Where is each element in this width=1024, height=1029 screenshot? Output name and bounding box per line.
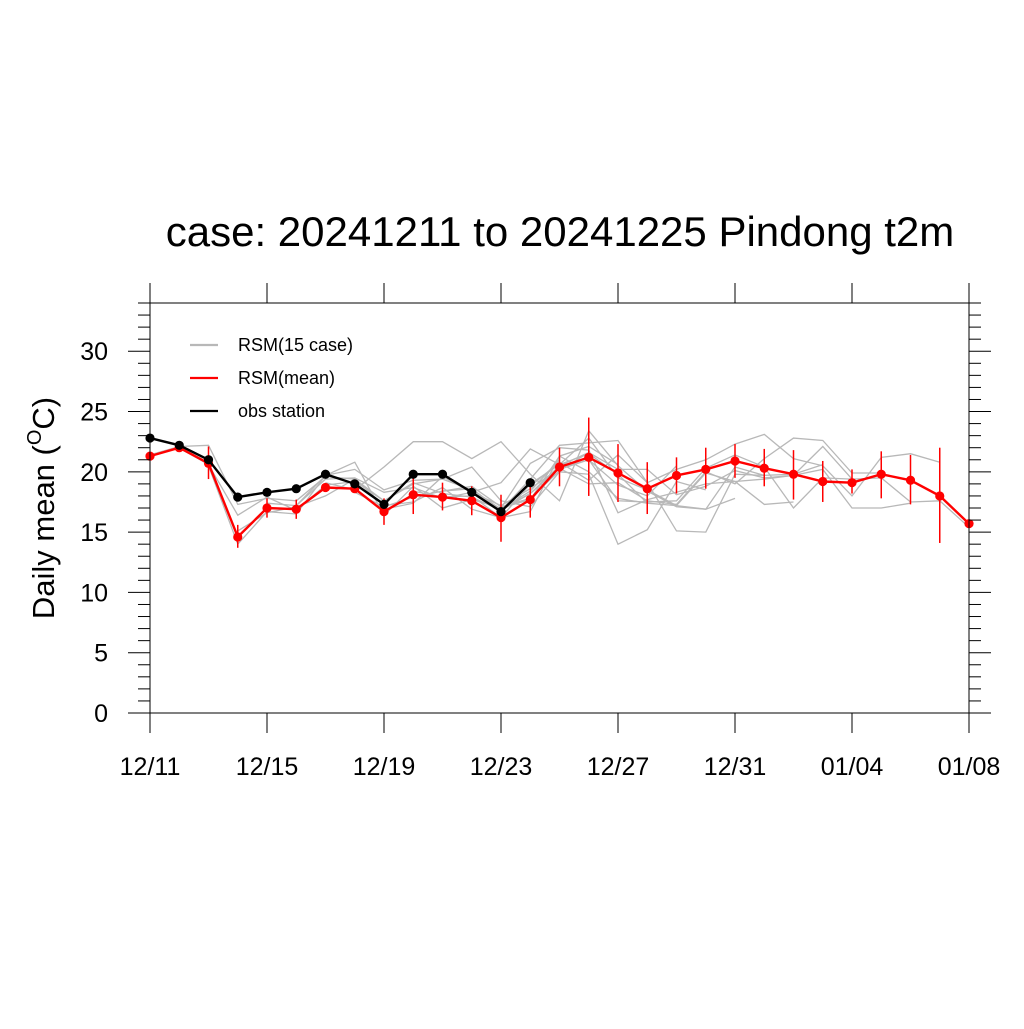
y-tick-label: 5 (94, 640, 108, 668)
ensemble-line (149, 444, 560, 510)
ensemble-line (471, 437, 882, 507)
mean-point (291, 504, 301, 514)
legend: RSM(15 case) RSM(mean) obs station (190, 335, 353, 421)
mean-point (584, 452, 594, 462)
mean-point (788, 469, 799, 479)
mean-point (671, 470, 682, 481)
y-tick-label: 15 (80, 519, 108, 547)
mean-point (876, 469, 886, 479)
mean-point (642, 484, 652, 494)
obs-point (379, 499, 389, 509)
mean-point (525, 494, 535, 505)
mean-point (847, 478, 857, 488)
obs-point (174, 440, 184, 450)
obs-point (291, 484, 301, 494)
y-axis-label-degree: O (24, 430, 46, 446)
y-tick-label: 0 (94, 700, 108, 728)
y-tick-label: 20 (80, 459, 108, 487)
x-tick-label: 12/15 (236, 753, 299, 781)
x-tick-label: 01/04 (821, 753, 884, 781)
obs-point (203, 455, 214, 465)
mean-point (818, 476, 828, 487)
x-tick-label: 12/27 (587, 753, 650, 781)
mean-point (320, 482, 331, 493)
y-tick-label: 30 (80, 338, 108, 366)
obs-point (262, 487, 272, 497)
mean-point (759, 463, 769, 473)
y-axis-label-unit: C) (26, 397, 61, 430)
obs-point (467, 487, 477, 497)
y-axis-label: Daily mean (OC) (24, 397, 61, 619)
mean-point (467, 496, 477, 506)
obs-line (149, 436, 532, 514)
x-tick-label: 01/08 (938, 753, 1001, 781)
mean-point (613, 468, 623, 478)
mean-point (701, 464, 711, 475)
mean-point (730, 456, 740, 466)
obs-point (408, 469, 418, 479)
y-tick-label: 25 (80, 399, 108, 427)
legend-label-ens: RSM(15 case) (238, 335, 353, 355)
y-tick-label: 10 (80, 579, 108, 607)
mean-series (145, 443, 974, 542)
x-tick-label: 12/19 (353, 753, 416, 781)
axes: 0 5 10 15 20 25 30 12/11 12/15 12/19 12/23 12/27 12/… (80, 283, 1000, 781)
obs-point (350, 479, 360, 489)
mean-point (262, 503, 272, 513)
x-tick-label: 12/31 (704, 753, 767, 781)
chart-title: case: 20241211 to 20241225 Pindong t2m (166, 208, 955, 255)
mean-point (437, 492, 448, 502)
obs-point (437, 469, 448, 479)
svg-text:Daily mean (OC): Daily mean (OC) (24, 397, 61, 619)
mean-point (408, 490, 418, 500)
obs-point (525, 478, 535, 488)
mean-point (905, 475, 916, 485)
y-axis-label-text: Daily mean ( (26, 444, 61, 619)
x-tick-label: 12/23 (470, 753, 533, 781)
mean-point (379, 507, 389, 517)
mean-point (233, 532, 243, 542)
obs-point (496, 507, 506, 517)
obs-point (233, 492, 243, 502)
mean-point (554, 462, 565, 472)
obs-series (145, 433, 535, 517)
obs-point (320, 469, 331, 479)
legend-label-obs: obs station (238, 401, 325, 421)
x-tick-label: 12/11 (120, 753, 181, 781)
mean-point (935, 491, 945, 501)
legend-label-mean: RSM(mean) (238, 368, 335, 388)
